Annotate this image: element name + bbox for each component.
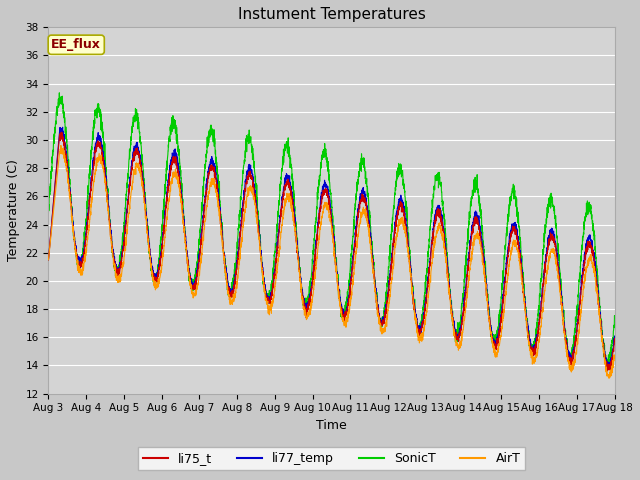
X-axis label: Time: Time — [316, 419, 347, 432]
Title: Instument Temperatures: Instument Temperatures — [237, 7, 426, 22]
Text: EE_flux: EE_flux — [51, 38, 101, 51]
Y-axis label: Temperature (C): Temperature (C) — [7, 159, 20, 262]
Legend: li75_t, li77_temp, SonicT, AirT: li75_t, li77_temp, SonicT, AirT — [138, 447, 525, 470]
